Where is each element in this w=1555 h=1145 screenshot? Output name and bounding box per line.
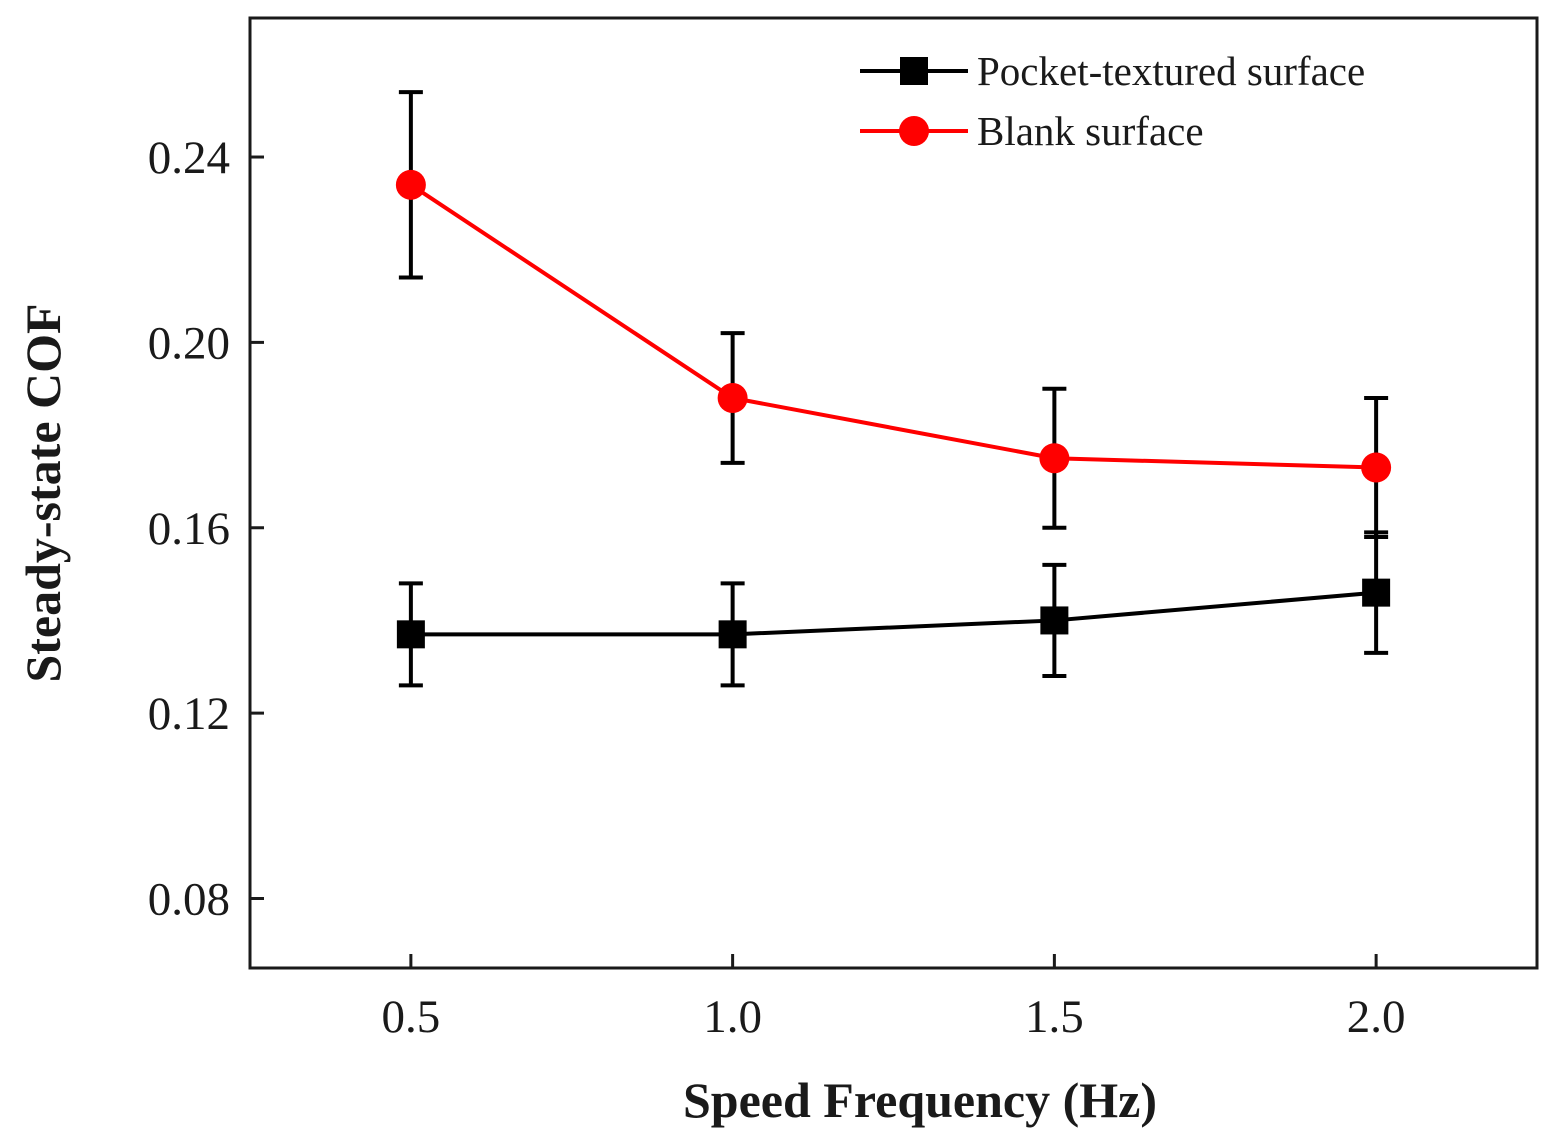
- data-point: [717, 383, 748, 413]
- x-axis-title: Speed Frequency (Hz): [683, 1072, 1157, 1128]
- legend-marker: [900, 57, 928, 85]
- series-line: [409, 183, 1377, 470]
- data-point: [1040, 606, 1069, 635]
- series-line: [410, 590, 1377, 637]
- x-tick-label: 0.5: [382, 991, 441, 1043]
- data-point: [1039, 443, 1070, 474]
- x-tick-label: 2.0: [1347, 991, 1406, 1043]
- y-tick-label: 0.08: [148, 873, 230, 925]
- legend-label: Blank surface: [977, 108, 1204, 154]
- series-layer: [395, 90, 1392, 688]
- data-point: [396, 620, 425, 649]
- series-pocket-textured: [396, 530, 1391, 688]
- data-point: [395, 169, 426, 200]
- x-tick-label: 1.5: [1025, 991, 1084, 1043]
- legend-label: Pocket-textured surface: [977, 48, 1365, 94]
- data-point: [1361, 452, 1392, 483]
- data-point: [718, 620, 747, 649]
- legend-item: Pocket-textured surface: [860, 48, 1365, 94]
- series-blank: [395, 90, 1392, 540]
- x-tick-label: 1.0: [703, 991, 762, 1043]
- data-point: [1362, 578, 1391, 607]
- y-axis-title: Steady-state COF: [15, 303, 71, 682]
- axes: 0.5 1.0 1.5 2.0 0.08 0.12 0.16 0.20 0.24: [148, 132, 1406, 1043]
- y-tick-label: 0.24: [148, 132, 230, 184]
- plot-frame: [248, 16, 1539, 970]
- legend-item: Blank surface: [860, 108, 1204, 154]
- legend-marker: [899, 116, 929, 146]
- y-tick-label: 0.16: [148, 503, 230, 555]
- legend: Pocket-textured surface Blank surface: [860, 48, 1365, 154]
- y-tick-label: 0.12: [148, 688, 230, 740]
- y-tick-label: 0.20: [148, 317, 230, 369]
